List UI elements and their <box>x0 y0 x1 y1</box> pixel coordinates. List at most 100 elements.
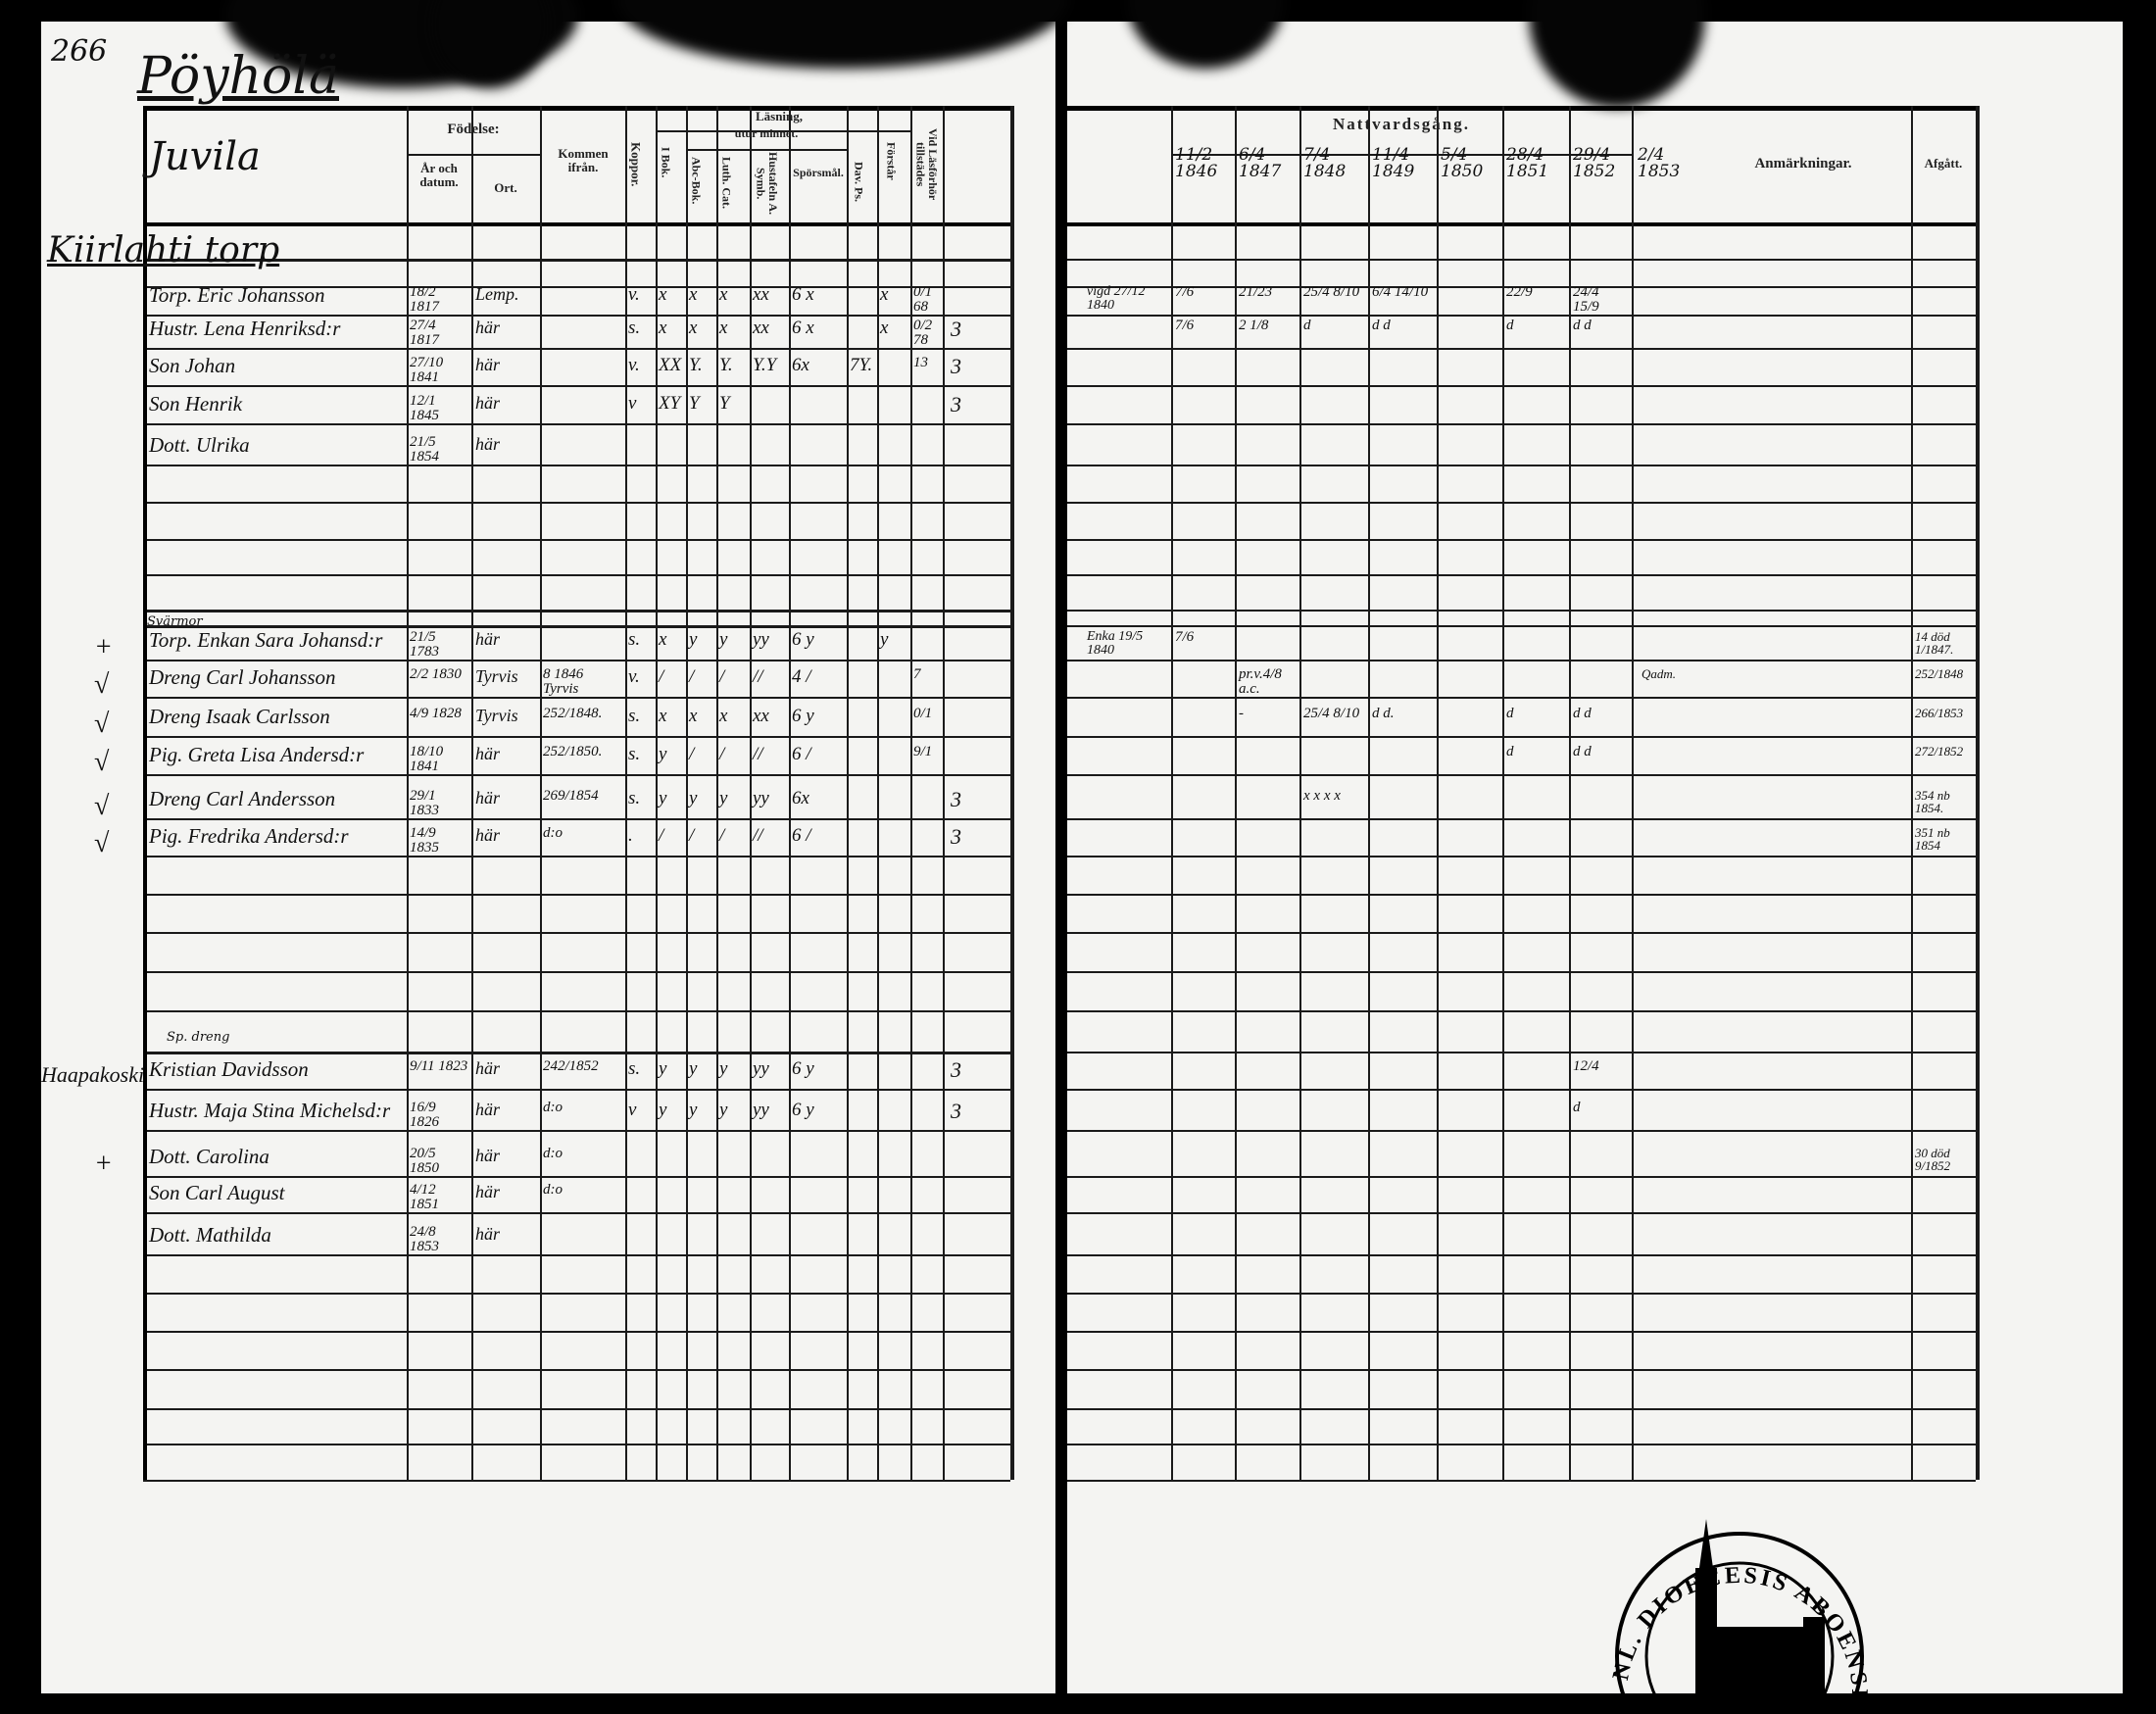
departed-entry: 272/1852 <box>1915 744 1964 759</box>
communion-entry: d <box>1573 1100 1581 1115</box>
grid-line <box>1010 106 1014 1480</box>
reading-mark: y <box>689 788 698 808</box>
birth-place: här <box>475 355 501 374</box>
reading-mark: y <box>689 629 698 650</box>
communion-entry: 12/4 <box>1573 1058 1599 1074</box>
communion-entry: 21/23 <box>1239 284 1273 300</box>
reading-mark: x <box>659 706 667 726</box>
grid-line <box>1368 106 1370 1480</box>
came-from: d:o <box>543 1100 563 1115</box>
grid-line <box>143 259 1010 262</box>
reading-mark: x <box>719 318 728 338</box>
reading-mark: 0/1 <box>913 706 933 721</box>
header-symb: Hustafeln A. Symb. <box>754 151 781 215</box>
reading-mark: x <box>689 284 698 305</box>
grid-line <box>1067 1369 1976 1371</box>
grid-line <box>1067 660 1976 661</box>
grid-line <box>1067 222 1976 226</box>
grid-line <box>143 574 1010 576</box>
reading-mark: / <box>719 744 725 764</box>
reading-mark: y <box>659 1100 667 1120</box>
grid-line <box>143 1480 1010 1482</box>
reading-mark: x <box>689 318 698 338</box>
grid-line <box>1976 106 1980 1480</box>
grid-line <box>1067 259 1976 261</box>
grid-line <box>1171 154 1632 156</box>
grid-line <box>143 697 1010 699</box>
grid-line <box>143 502 1010 504</box>
reading-mark: y <box>659 1058 667 1079</box>
birth-place: här <box>475 1224 501 1244</box>
grid-line <box>143 1408 1010 1410</box>
grid-line <box>1067 315 1976 317</box>
reading-mark: / <box>689 744 695 764</box>
grid-line <box>143 894 1010 896</box>
reading-mark: Y <box>689 393 700 414</box>
communion-entry: 24/4 15/9 <box>1573 284 1599 315</box>
came-from: d:o <box>543 1146 563 1161</box>
communion-entry: 7/6 <box>1175 284 1195 300</box>
grid-line <box>1067 736 1976 738</box>
grid-line <box>143 660 1010 661</box>
communion-date-header: 6/4 1847 <box>1239 145 1282 181</box>
reading-mark: y <box>880 629 889 650</box>
communion-entry: 25/4 8/10 <box>1303 706 1360 721</box>
margin-mark: √ <box>94 747 110 777</box>
communion-entry: d d <box>1573 318 1592 333</box>
grid-line <box>1911 106 1913 1480</box>
communion-entry: x x x x <box>1303 788 1341 804</box>
grid-line <box>910 106 912 1480</box>
header-questions: Spörsmål. <box>793 166 844 179</box>
reading-mark: x <box>659 284 667 305</box>
communion-entry: d <box>1506 318 1514 333</box>
header-departed: Afgått. <box>1924 156 1963 171</box>
reading-mark: v. <box>628 284 640 305</box>
birth-place: här <box>475 788 501 808</box>
page-number: 266 <box>51 34 108 69</box>
reading-mark: . <box>628 825 633 846</box>
grid-line <box>1235 106 1237 1480</box>
reading-mark: 9/1 <box>913 744 933 759</box>
reading-mark: / <box>719 666 725 687</box>
communion-entry: d d <box>1372 318 1391 333</box>
grid-line <box>143 1130 1010 1132</box>
header-psalms: Dav. Ps. <box>852 162 866 203</box>
communion-date-header: 7/4 1848 <box>1303 145 1347 181</box>
communion-entry: d d. <box>1372 706 1395 721</box>
reading-mark: 6 / <box>792 744 811 764</box>
birth-place: här <box>475 629 501 649</box>
grid-line <box>1067 465 1976 466</box>
right-page <box>1066 22 2123 1693</box>
grid-line <box>1569 106 1571 1480</box>
grid-line <box>1067 539 1976 541</box>
communion-entry: d <box>1303 318 1311 333</box>
extra-mark: 3 <box>951 354 961 378</box>
grid-line <box>143 774 1010 776</box>
person-name: Son Henrik <box>149 392 243 416</box>
place-kiirlahti: Kiirlahti torp <box>47 230 280 270</box>
grid-line <box>143 1176 1010 1178</box>
grid-line <box>1067 423 1976 425</box>
birth-date: 4/12 1851 <box>410 1182 439 1212</box>
grid-line <box>686 149 847 151</box>
birth-date: 9/11 1823 <box>410 1058 468 1074</box>
margin-mark: √ <box>94 828 110 858</box>
reading-mark: XX <box>659 355 682 375</box>
reading-mark: yy <box>753 1100 769 1120</box>
grid-line <box>1067 385 1976 387</box>
extra-mark: 3 <box>951 787 961 811</box>
birth-date: 18/10 1841 <box>410 744 444 774</box>
reading-mark: y <box>719 1058 728 1079</box>
grid-line <box>656 130 910 132</box>
reading-mark: / <box>659 825 664 846</box>
reading-mark: y <box>719 788 728 808</box>
grid-line <box>1067 1089 1976 1091</box>
grid-line <box>1067 610 1976 612</box>
grid-line <box>1067 856 1976 857</box>
reading-mark: / <box>689 825 695 846</box>
grid-line <box>789 106 791 1480</box>
birth-place: här <box>475 1146 501 1165</box>
birth-place: här <box>475 393 501 413</box>
birth-place: här <box>475 825 501 845</box>
